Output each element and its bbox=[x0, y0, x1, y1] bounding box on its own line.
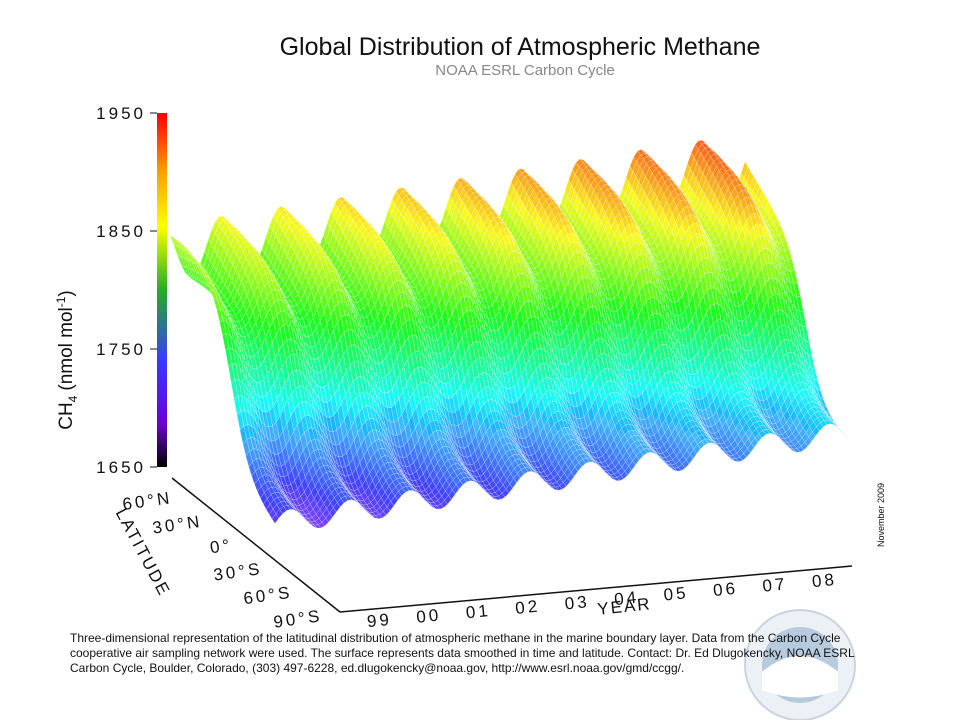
surface bbox=[169, 139, 851, 529]
chart-subtitle: NOAA ESRL Carbon Cycle bbox=[435, 62, 615, 79]
chart-title: Global Distribution of Atmospheric Metha… bbox=[280, 33, 761, 61]
colorbar bbox=[157, 113, 167, 467]
